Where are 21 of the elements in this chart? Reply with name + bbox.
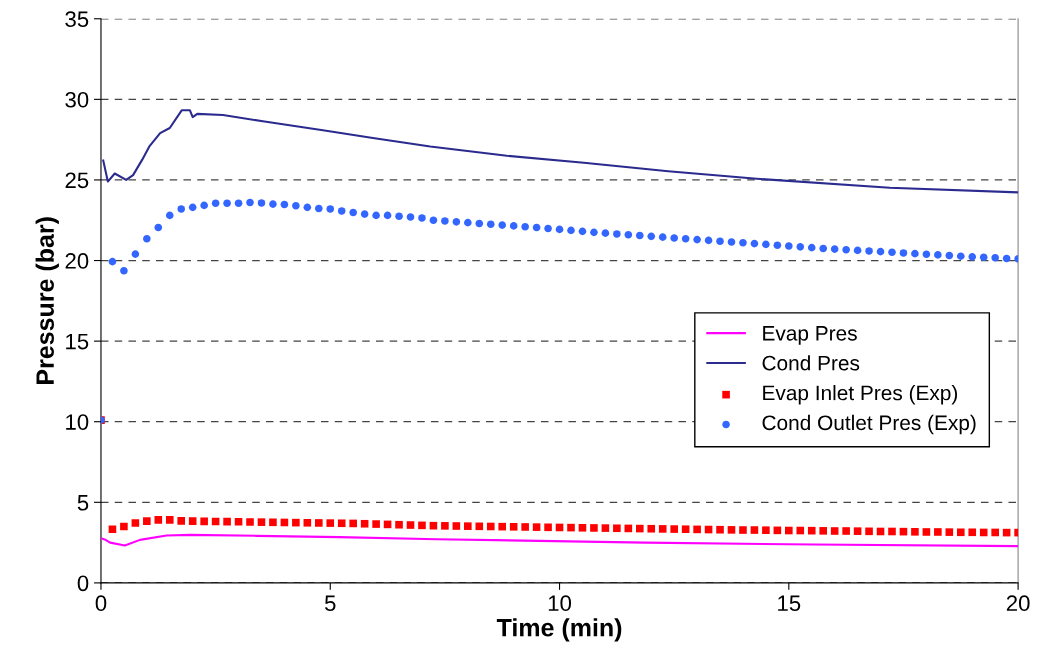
legend-label: Cond Pres [762, 355, 860, 371]
x-tick-label: 5 [324, 595, 336, 612]
x-tick-label: 15 [778, 595, 801, 612]
y-axis-title: Pressure (bar) [35, 217, 59, 384]
y-tick-label: 25 [65, 172, 89, 189]
y-tick-label: 20 [65, 253, 89, 269]
line-series [100, 533, 1019, 548]
x-tick-label: 10 [548, 595, 572, 612]
x-tick-label: 0 [95, 595, 107, 612]
y-tick-label: 30 [65, 91, 89, 108]
y-tick-label: 5 [77, 495, 89, 511]
x-tick-label: 20 [1006, 595, 1030, 612]
y-tick-label: 10 [66, 414, 89, 430]
legend-label: Evap Inlet Pres (Exp) [763, 385, 958, 405]
y-tick-label: 35 [65, 11, 89, 28]
y-tick-label: 15 [66, 333, 89, 350]
y-tick-label: 0 [77, 575, 89, 592]
x-axis-title: Time (min) [496, 618, 622, 642]
line-series [102, 109, 1019, 194]
legend-label: Evap Pres [763, 326, 857, 345]
legend-label: Cond Outlet Pres (Exp) [762, 414, 976, 435]
